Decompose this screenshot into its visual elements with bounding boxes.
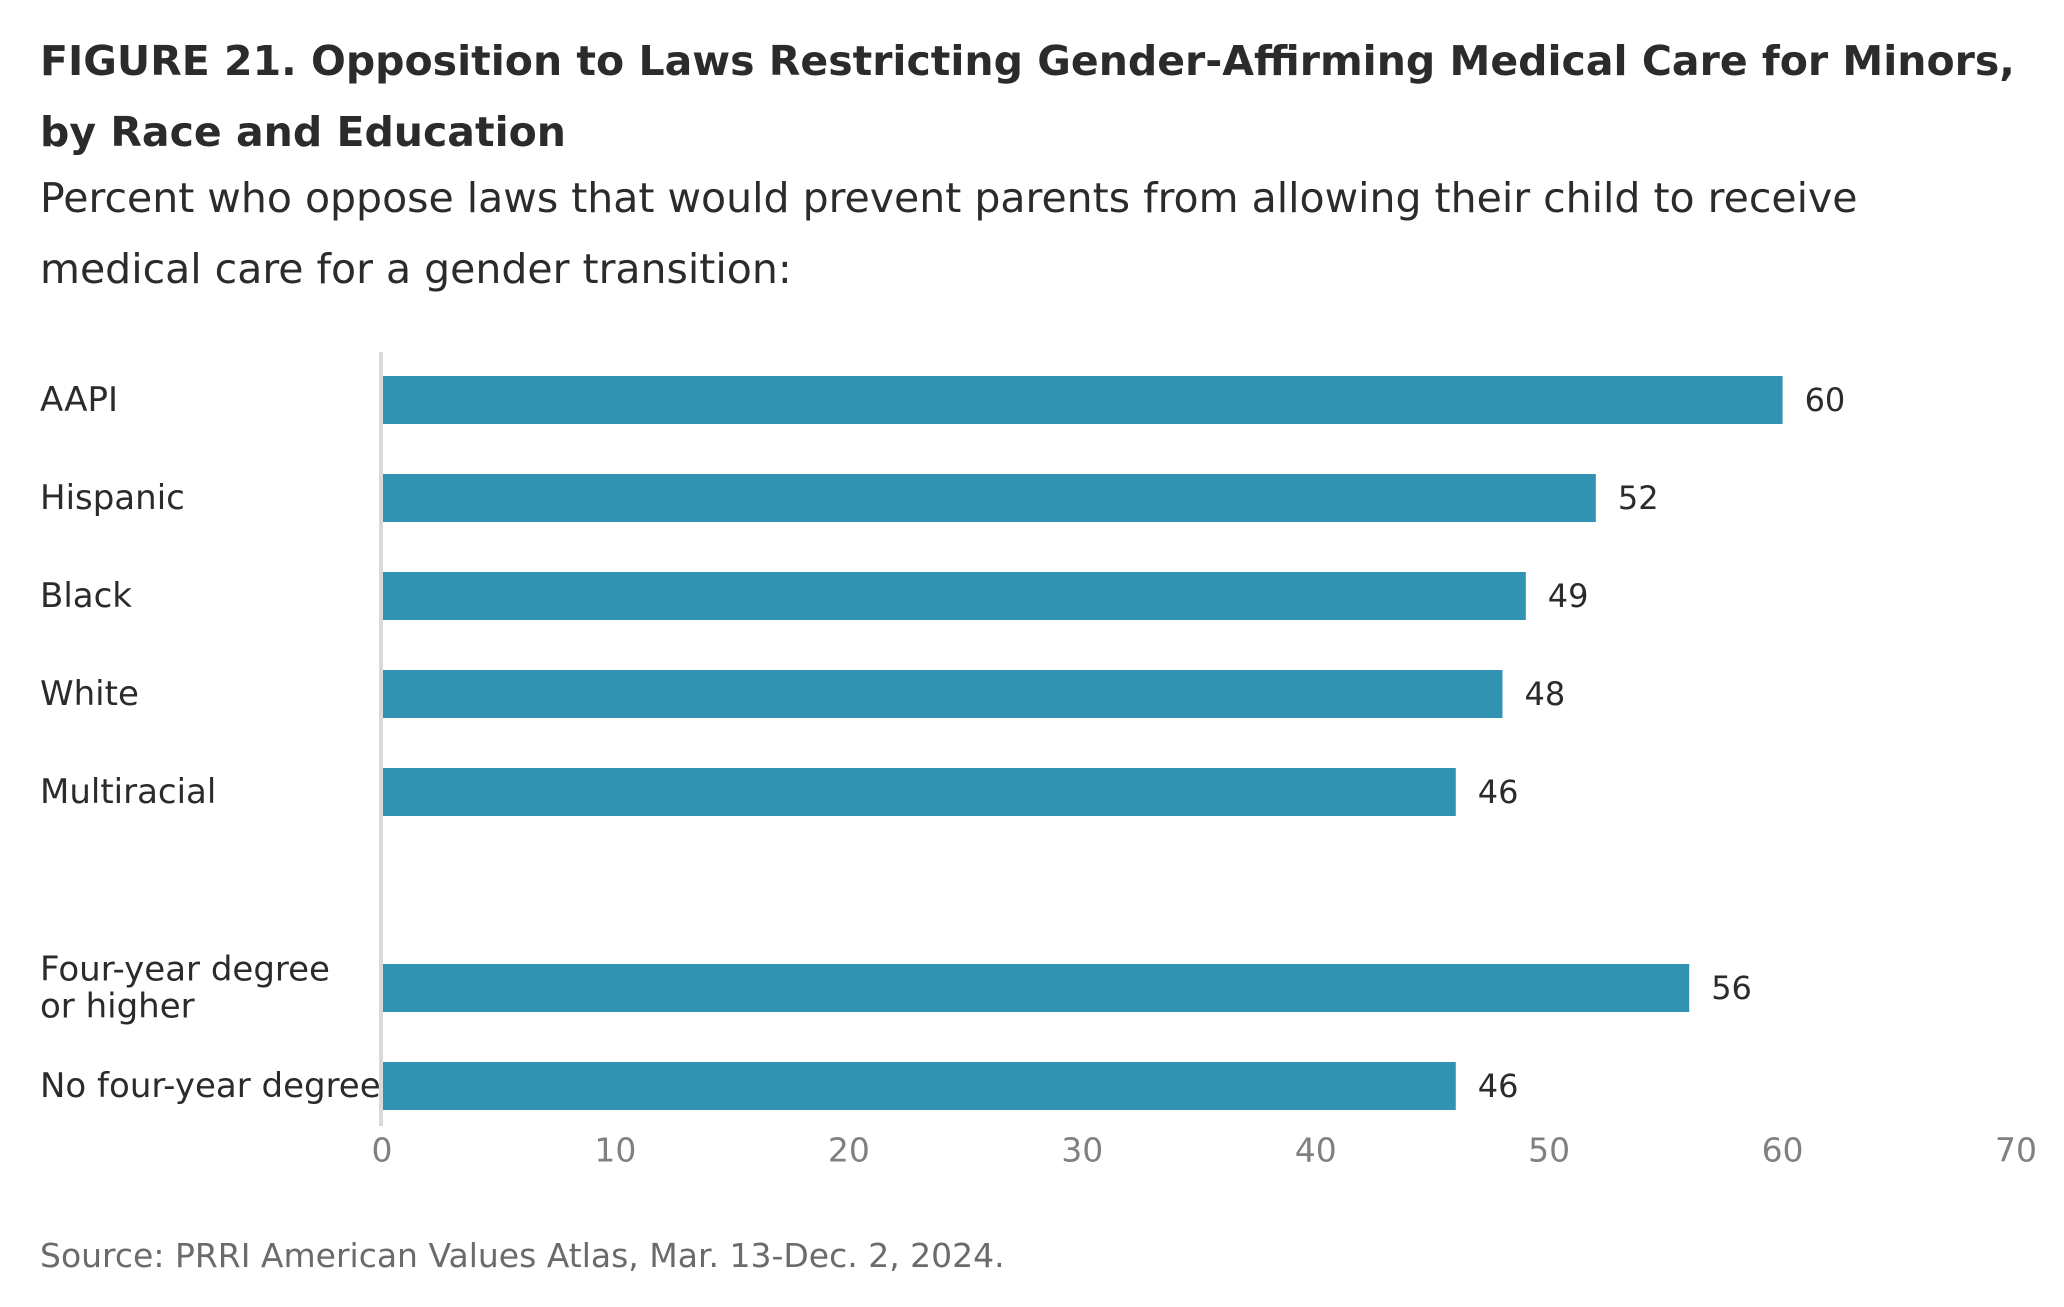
x-tick-label: 20 — [828, 1131, 870, 1170]
data-label: 46 — [1478, 773, 1519, 811]
category-label: AAPI — [40, 380, 118, 420]
chart-title: FIGURE 21. Opposition to Laws Restrictin… — [40, 37, 2015, 156]
bar — [382, 964, 1690, 1012]
data-label: 52 — [1618, 479, 1659, 517]
x-tick-label: 70 — [1995, 1131, 2037, 1170]
x-tick-label: 10 — [594, 1131, 636, 1170]
data-label: 60 — [1805, 381, 1846, 419]
category-label: White — [40, 674, 139, 714]
x-tick-label: 30 — [1061, 1131, 1103, 1170]
bar — [382, 474, 1596, 522]
category-label: or higher — [40, 987, 195, 1027]
bar — [382, 1062, 1456, 1110]
x-tick-label: 50 — [1528, 1131, 1570, 1170]
category-label: Four-year degree — [40, 950, 330, 990]
category-label: Multiracial — [40, 772, 216, 812]
data-label: 46 — [1478, 1067, 1519, 1105]
category-label: No four-year degree — [40, 1066, 381, 1106]
category-label: Black — [40, 576, 132, 616]
data-label: 48 — [1524, 675, 1565, 713]
data-label: 49 — [1548, 577, 1589, 615]
x-tick-label: 60 — [1762, 1131, 1804, 1170]
category-label: Hispanic — [40, 478, 185, 518]
chart-subtitle: Percent who oppose laws that would preve… — [40, 174, 1858, 293]
x-tick-label: 0 — [372, 1131, 393, 1170]
data-label: 56 — [1711, 969, 1752, 1007]
bar — [382, 572, 1526, 620]
bar — [382, 670, 1503, 718]
bar — [382, 768, 1456, 816]
bar — [382, 376, 1783, 424]
source-note: Source: PRRI American Values Atlas, Mar.… — [40, 1236, 1005, 1275]
x-tick-label: 40 — [1295, 1131, 1337, 1170]
bar-chart: 60 AAPI 52 Hispanic 49 Black 48 White 46 Multirac… — [40, 352, 2037, 1170]
